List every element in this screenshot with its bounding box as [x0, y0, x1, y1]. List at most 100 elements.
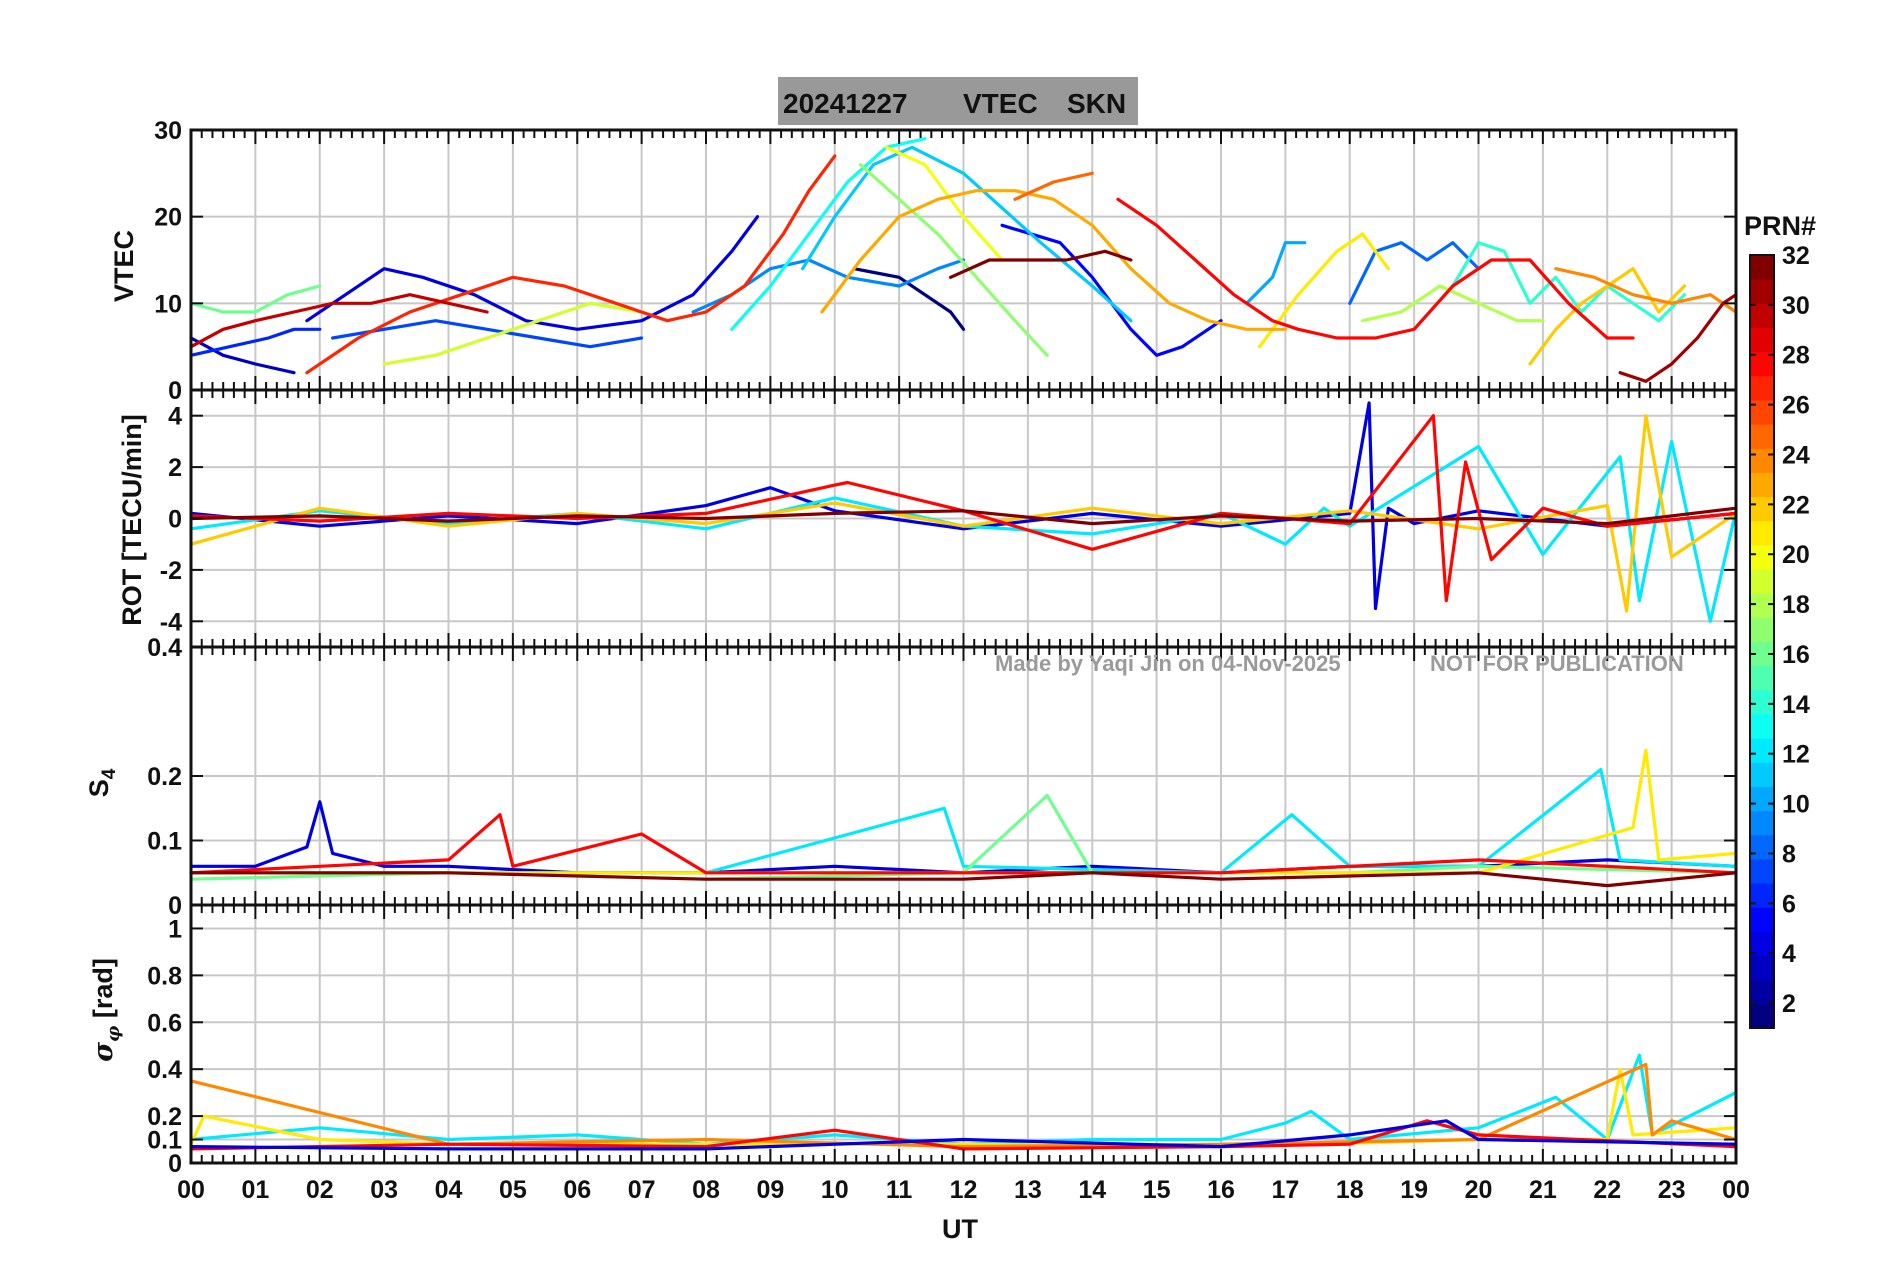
series-line-prn-20 [884, 145, 1004, 262]
y-tick-label: 1 [168, 915, 182, 943]
colorbar-segment [1750, 834, 1774, 860]
colorbar-segment [1750, 303, 1774, 328]
colorbar-tick-label: 14 [1782, 691, 1810, 719]
series-line-prn-21 [1257, 232, 1391, 349]
colorbar-segment [1750, 327, 1774, 353]
y-tick-label: 30 [154, 117, 182, 145]
x-tick-label: 00 [177, 1176, 205, 1204]
y-tick-label: 0.6 [147, 1009, 182, 1037]
series-line-prn-22 [1528, 267, 1687, 366]
colorbar-segment [1750, 713, 1774, 739]
series-line-prn-28 [189, 1119, 1738, 1151]
series-line-prn-7 [331, 319, 644, 349]
y-tick-label: 0.2 [147, 763, 182, 791]
y-tick-label: 4 [168, 403, 182, 431]
series-line-prn-12 [189, 1053, 1738, 1146]
colorbar-segment [1750, 496, 1774, 522]
plot-panels: 0102030-4-202400.10.20.400.10.20.40.60.8… [147, 117, 1750, 1204]
colorbar-tick-label: 16 [1782, 641, 1810, 669]
x-tick-label: 17 [1271, 1176, 1299, 1204]
x-tick-label: 03 [370, 1176, 398, 1204]
y-tick-label: 0 [168, 892, 182, 920]
y-tick-label: 2 [168, 454, 182, 482]
series-line-prn-32 [189, 871, 1738, 888]
colorbar-tick-label: 30 [1782, 292, 1810, 320]
svg-text:S4: S4 [84, 768, 120, 797]
colorbar-segment [1750, 472, 1774, 498]
series-line-prn-1 [852, 267, 966, 331]
s4-ylabel: S4 [84, 768, 120, 797]
series-line-prn-16 [189, 284, 322, 314]
colorbar-tick-label: 18 [1782, 591, 1810, 619]
title-quantity: VTEC [963, 88, 1038, 119]
x-tick-label: 06 [563, 1176, 591, 1204]
x-tick-label: 12 [950, 1176, 978, 1204]
y-tick-label: -2 [160, 557, 182, 585]
series-line-prn-11 [800, 145, 1133, 323]
x-tick-label: 22 [1593, 1176, 1621, 1204]
series-line-prn-14 [1451, 241, 1687, 323]
x-tick-label: 02 [306, 1176, 334, 1204]
colorbar-segment [1750, 569, 1774, 594]
series-line-prn-17 [858, 163, 1049, 357]
x-tick-label: 08 [692, 1176, 720, 1204]
series-line-prn-8 [1348, 241, 1481, 305]
x-tick-label: 15 [1143, 1176, 1171, 1204]
series-line-prn-23 [820, 189, 1288, 331]
colorbar-segment [1750, 858, 1774, 884]
series-line-prn-28 [1116, 197, 1635, 340]
x-tick-label: 11 [886, 1176, 913, 1204]
colorbar-tick-label: 24 [1782, 441, 1810, 469]
panel-4: 00.10.2 0.4 0.6 0.8 1 00 01 02 03 04 05 06 07 08 09 10 1… [147, 903, 1750, 1204]
panel-3: 0 0.1 0.2 0.4 [147, 634, 1738, 920]
x-tick-label: 10 [821, 1176, 849, 1204]
y-tick-label: 0.1 [147, 828, 182, 856]
series-line-prn-5 [1000, 223, 1223, 357]
colorbar-tick-label: 12 [1782, 741, 1810, 769]
series-group [189, 1053, 1738, 1151]
colorbar-tick-label: 2 [1782, 990, 1796, 1018]
colorbar-segment [1750, 979, 1774, 1005]
series-group [189, 401, 1738, 623]
svg-text:σφ [rad]: σφ [rad] [88, 958, 124, 1062]
colorbar-segment [1750, 810, 1774, 836]
x-tick-label: 14 [1078, 1176, 1106, 1204]
y-tick-label: 20 [154, 204, 182, 232]
colorbar-segment [1750, 689, 1774, 715]
x-tick-label: 01 [241, 1176, 269, 1204]
colorbar-segment [1750, 448, 1774, 473]
series-line-prn-13 [730, 137, 927, 331]
colorbar-tick-label: 8 [1782, 840, 1796, 868]
colorbar-label: PRN# [1744, 211, 1816, 241]
x-tick-label: 07 [628, 1176, 656, 1204]
colorbar-segment [1750, 738, 1774, 763]
colorbar-segment [1750, 375, 1774, 401]
colorbar-segment [1750, 955, 1774, 981]
colorbar-frame [1749, 254, 1775, 1029]
watermark-notice: NOT FOR PUBLICATION [1430, 651, 1684, 676]
series-line-prn-10 [1245, 241, 1307, 305]
colorbar-segment [1750, 520, 1774, 546]
series-line-prn-28 [189, 813, 1738, 875]
colorbar-segment [1750, 762, 1774, 787]
x-tick-label: 23 [1658, 1176, 1686, 1204]
x-tick-label: 00 [1722, 1176, 1750, 1204]
y-tick-label: 0.4 [147, 1056, 182, 1084]
colorbar-tick-label: 10 [1782, 791, 1810, 819]
series-line-prn-4 [189, 1119, 1738, 1151]
colorbar-segment [1750, 617, 1774, 642]
x-tick-label: 18 [1336, 1176, 1364, 1204]
x-tick-label: 20 [1465, 1176, 1493, 1204]
series-line-prn-3 [189, 336, 296, 375]
x-tick-label: 13 [1014, 1176, 1042, 1204]
y-tick-label: 0.8 [147, 962, 182, 990]
y-tick-label: 0.4 [147, 634, 182, 662]
colorbar-segment [1750, 424, 1774, 449]
title-date: 20241227 [783, 88, 908, 119]
series-line-prn-24 [1554, 267, 1738, 314]
x-tick-label: 21 [1529, 1176, 1557, 1204]
colorbar-segment [1750, 279, 1774, 304]
colorbar-segment [1750, 1003, 1774, 1029]
title-box [778, 77, 1138, 125]
